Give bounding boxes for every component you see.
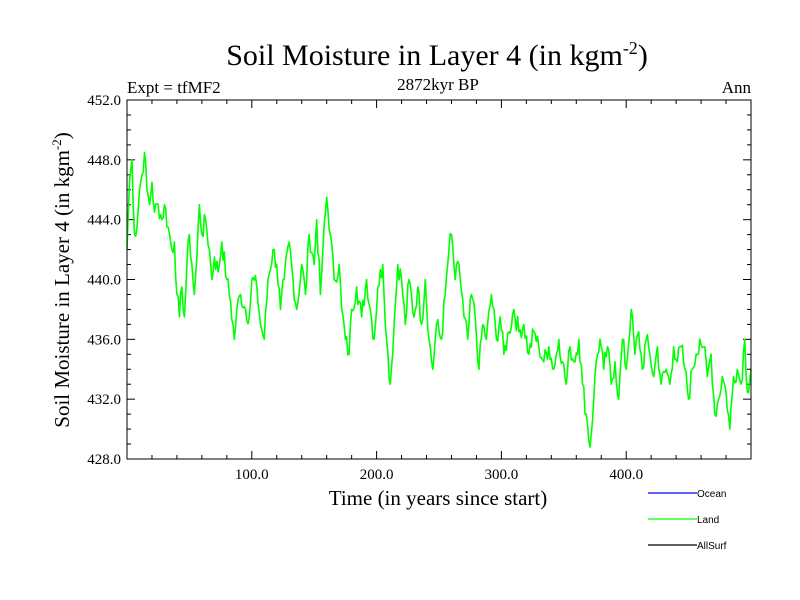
y-tick-label: 452.0 — [87, 93, 121, 109]
chart-title: Soil Moisture in Layer 4 (in kgm-2) — [226, 38, 648, 72]
x-tick-label: 300.0 — [485, 467, 519, 483]
chart-title-sup: -2 — [623, 38, 638, 58]
y-tick-label: 444.0 — [87, 213, 121, 229]
y-axis-label: Soil Moisture in Layer 4 (in kgm-2) — [49, 132, 74, 427]
y-tick-label: 440.0 — [87, 273, 121, 289]
y-axis-label-sup: -2 — [49, 139, 64, 150]
y-tick-label: 436.0 — [87, 332, 121, 348]
chart-title-text: Soil Moisture in Layer 4 (in kgm — [226, 39, 623, 72]
experiment-label: Expt = tfMF2 — [127, 78, 221, 97]
x-tick-label: 100.0 — [235, 467, 269, 483]
series-group — [126, 151, 752, 448]
legend-label-land: Land — [697, 515, 719, 526]
legend-label-ocean: Ocean — [697, 489, 726, 500]
chart-subtitle: 2872kyr BP — [397, 75, 479, 94]
x-axis-label: Time (in years since start) — [329, 486, 548, 510]
y-tick-label: 432.0 — [87, 392, 121, 408]
y-tick-label: 428.0 — [87, 452, 121, 468]
series-line-land — [126, 151, 752, 448]
y-axis-label-text: Soil Moisture in Layer 4 (in kgm — [50, 150, 74, 428]
legend-label-allsurf: AllSurf — [697, 541, 727, 552]
axis-ticks: 428.0 432.0 436.0 440.0 444.0 448.0 452.0 100.0… — [87, 93, 751, 483]
chart-title-close: ) — [638, 39, 648, 72]
y-axis-label-close: ) — [50, 132, 74, 139]
legend: Ocean Land AllSurf — [648, 489, 727, 552]
plot-frame — [126, 99, 752, 460]
season-label: Ann — [722, 78, 752, 97]
x-tick-label: 200.0 — [360, 467, 394, 483]
y-tick-label: 448.0 — [87, 153, 121, 169]
x-tick-label: 400.0 — [609, 467, 643, 483]
